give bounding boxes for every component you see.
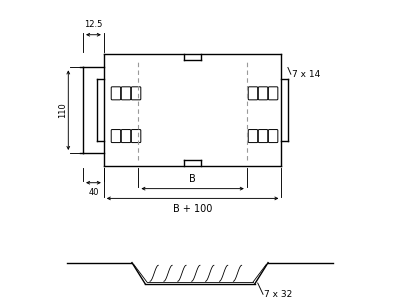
Text: 12.5: 12.5 [84, 20, 103, 29]
Text: 7 x 32: 7 x 32 [264, 290, 292, 299]
FancyBboxPatch shape [111, 87, 121, 100]
Text: 40: 40 [88, 188, 99, 197]
FancyBboxPatch shape [258, 87, 268, 100]
FancyBboxPatch shape [121, 87, 131, 100]
Text: B + 100: B + 100 [173, 204, 212, 214]
FancyBboxPatch shape [121, 130, 131, 142]
FancyBboxPatch shape [131, 87, 141, 100]
Text: 7 x 14: 7 x 14 [292, 70, 320, 79]
FancyBboxPatch shape [248, 130, 258, 142]
FancyBboxPatch shape [248, 87, 258, 100]
Text: B: B [189, 174, 196, 184]
FancyBboxPatch shape [268, 87, 278, 100]
FancyBboxPatch shape [268, 130, 278, 142]
FancyBboxPatch shape [131, 130, 141, 142]
FancyBboxPatch shape [258, 130, 268, 142]
FancyBboxPatch shape [111, 130, 121, 142]
Text: 110: 110 [58, 102, 67, 118]
